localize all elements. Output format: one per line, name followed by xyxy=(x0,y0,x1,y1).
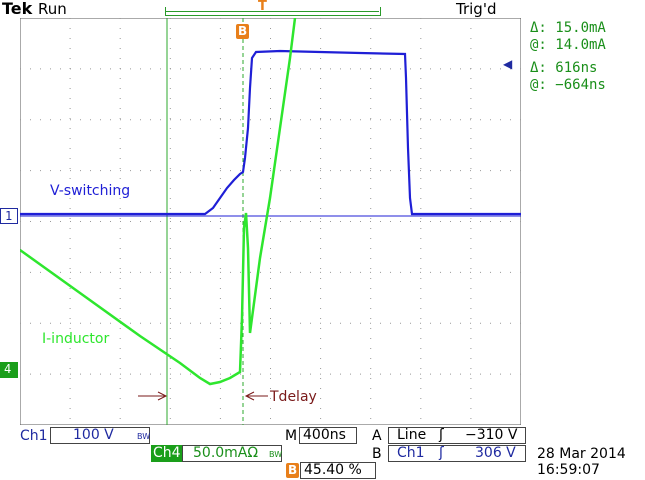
trigger-a-source: Line xyxy=(397,427,427,443)
ch1-trace xyxy=(20,49,521,216)
ch1-bandwidth-icon: BW xyxy=(137,432,151,441)
b-percent-box[interactable]: 45.40 % xyxy=(300,462,376,479)
waveform-display[interactable] xyxy=(20,18,521,425)
tdelay-arrows xyxy=(138,391,268,401)
trigger-b-edge-icon: ʃ xyxy=(439,445,444,461)
cursor-time-at: @: −664ns xyxy=(530,77,606,93)
trigger-b-source: Ch1 xyxy=(397,445,425,461)
date: 28 Mar 2014 xyxy=(537,446,626,462)
v-switching-label: V-switching xyxy=(50,183,131,199)
cursor-amp-at: @: 14.0mA xyxy=(530,37,606,53)
run-state: Run xyxy=(38,0,67,18)
timebase: 400ns xyxy=(303,427,346,443)
timebase-box[interactable]: 400ns xyxy=(299,427,357,444)
a-label: A xyxy=(372,428,382,444)
trigger-level-arrow-icon[interactable]: ◀ xyxy=(503,57,513,71)
b-percent: 45.40 % xyxy=(304,462,362,478)
ch4-trace xyxy=(20,18,297,386)
b-label: B xyxy=(372,446,382,462)
ch4-scale-box[interactable]: 50.0mAΩ BW xyxy=(182,445,282,462)
trigger-state: Trig'd xyxy=(456,0,497,18)
cursor-amp-delta: Δ: 15.0mA xyxy=(530,20,606,36)
ch4-label: Ch4 xyxy=(151,445,183,462)
trigger-a-edge-icon: ʃ xyxy=(439,427,444,443)
trigger-a-box[interactable]: Line ʃ −310 V xyxy=(388,427,526,444)
trigger-position-marker: T xyxy=(258,0,267,14)
b-trigger-marker[interactable]: B xyxy=(236,24,249,39)
trigger-b-level: 306 V xyxy=(475,445,516,461)
ch4-bandwidth-icon: BW xyxy=(269,450,283,459)
trigger-a-level: −310 V xyxy=(465,427,518,443)
cursor-time-delta: Δ: 616ns xyxy=(530,60,598,76)
graticule xyxy=(20,18,521,425)
ch4-scale: 50.0mAΩ xyxy=(193,445,259,461)
brand-logo: Tek xyxy=(2,0,33,18)
tdelay-label: Tdelay xyxy=(270,389,317,405)
top-status-bar: Tek Run T Trig'd xyxy=(0,0,645,20)
m-label: M xyxy=(285,428,298,444)
ch1-scale-box[interactable]: 100 V BW xyxy=(50,427,150,444)
ch1-label: Ch1 xyxy=(20,428,48,444)
ch4-ground-marker[interactable]: 4 xyxy=(0,362,18,378)
b-percent-marker: B xyxy=(286,463,299,478)
trigger-b-box[interactable]: Ch1 ʃ 306 V xyxy=(388,445,526,462)
ch1-ground-marker[interactable]: 1 xyxy=(0,208,18,224)
record-window-line xyxy=(165,11,379,12)
i-inductor-label: I-inductor xyxy=(42,331,110,347)
time: 16:59:07 xyxy=(537,462,600,478)
ch1-scale: 100 V xyxy=(73,427,114,443)
